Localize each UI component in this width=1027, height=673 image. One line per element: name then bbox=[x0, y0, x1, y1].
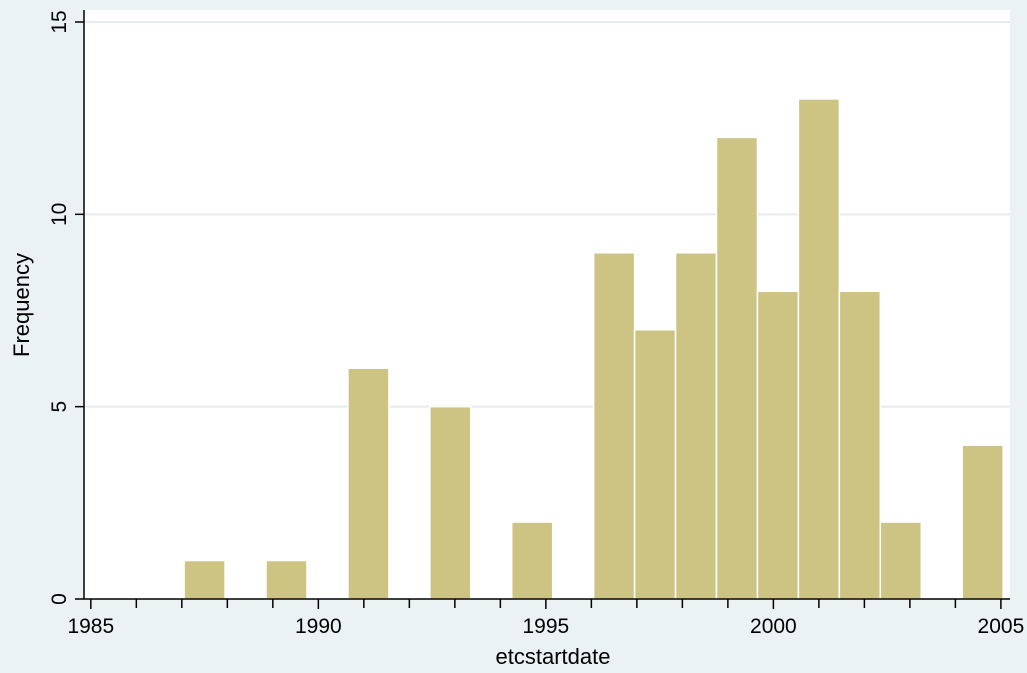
histogram-bar bbox=[838, 290, 882, 600]
y-axis-title: Frequency bbox=[9, 253, 34, 357]
histogram-bar bbox=[756, 290, 800, 600]
x-axis: 1985 1990 1995 2000 2005 bbox=[67, 598, 1025, 638]
histogram-bar bbox=[265, 559, 308, 600]
histogram-bar bbox=[961, 444, 1004, 600]
histogram-bar bbox=[183, 559, 226, 600]
histogram-bar bbox=[797, 98, 841, 600]
histogram-bar bbox=[347, 367, 390, 600]
x-tick-label: 1985 bbox=[67, 615, 114, 638]
histogram-bar bbox=[510, 521, 554, 600]
histogram-bar bbox=[429, 405, 472, 600]
histogram-bar bbox=[592, 252, 636, 600]
x-tick-label: 1990 bbox=[295, 615, 342, 638]
histogram-bar bbox=[879, 521, 923, 600]
x-tick-label: 2005 bbox=[978, 615, 1025, 638]
histogram-bar bbox=[674, 252, 718, 600]
y-tick-label: 15 bbox=[48, 10, 71, 33]
bars bbox=[183, 98, 1004, 600]
y-tick-label: 10 bbox=[48, 203, 71, 226]
y-tick-label: 5 bbox=[48, 401, 71, 413]
histogram-bar bbox=[633, 328, 677, 600]
y-axis: 0 5 10 15 bbox=[48, 10, 85, 605]
x-tick-label: 2000 bbox=[750, 615, 797, 638]
x-axis-title: etcstartdate bbox=[496, 644, 611, 669]
histogram-bar bbox=[715, 136, 759, 600]
y-tick-label: 0 bbox=[48, 593, 71, 605]
x-tick-label: 1995 bbox=[523, 615, 570, 638]
